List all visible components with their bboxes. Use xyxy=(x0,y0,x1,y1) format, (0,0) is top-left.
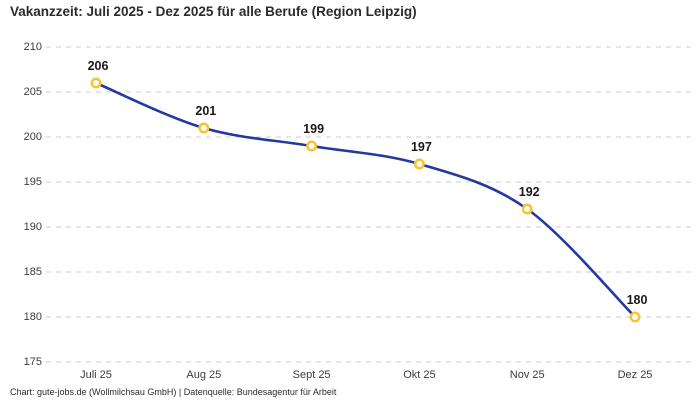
data-point-marker xyxy=(413,158,425,170)
data-point-value-label: 206 xyxy=(87,59,109,73)
y-axis-tick-label: 180 xyxy=(23,311,42,323)
y-axis-tick-label: 210 xyxy=(23,41,42,53)
y-axis-tick-label: 195 xyxy=(23,176,42,188)
x-axis-tick-label: Nov 25 xyxy=(509,369,545,381)
y-axis-tick-label: 200 xyxy=(23,131,42,143)
data-point-value-label: 197 xyxy=(410,140,432,154)
data-point-value-label: 192 xyxy=(518,185,540,199)
data-point-value-label: 201 xyxy=(195,104,217,118)
data-point-marker xyxy=(306,140,318,152)
data-point-value-label: 180 xyxy=(626,293,648,307)
x-axis-tick-label: Dez 25 xyxy=(617,369,653,381)
data-point-value-label: 199 xyxy=(303,122,325,136)
x-axis-tick-label: Okt 25 xyxy=(403,369,436,381)
x-axis-tick-label: Aug 25 xyxy=(186,369,222,381)
data-series-line xyxy=(94,81,637,319)
data-point-marker xyxy=(629,311,641,323)
x-axis-tick-label: Sept 25 xyxy=(292,369,331,381)
y-axis-tick-label: 205 xyxy=(23,86,42,98)
y-axis-tick-label: 185 xyxy=(23,266,42,278)
data-point-marker xyxy=(521,203,533,215)
x-axis-tick-label: Juli 25 xyxy=(80,369,112,381)
data-point-marker xyxy=(198,122,210,134)
chart-title: Vakanzzeit: Juli 2025 - Dez 2025 für all… xyxy=(10,4,417,19)
y-axis-tick-label: 190 xyxy=(23,221,42,233)
y-axis-tick-label: 175 xyxy=(23,356,42,368)
data-point-marker xyxy=(90,77,102,89)
chart-footer: Chart: gute-jobs.de (Wollmilchsau GmbH) … xyxy=(10,387,337,397)
